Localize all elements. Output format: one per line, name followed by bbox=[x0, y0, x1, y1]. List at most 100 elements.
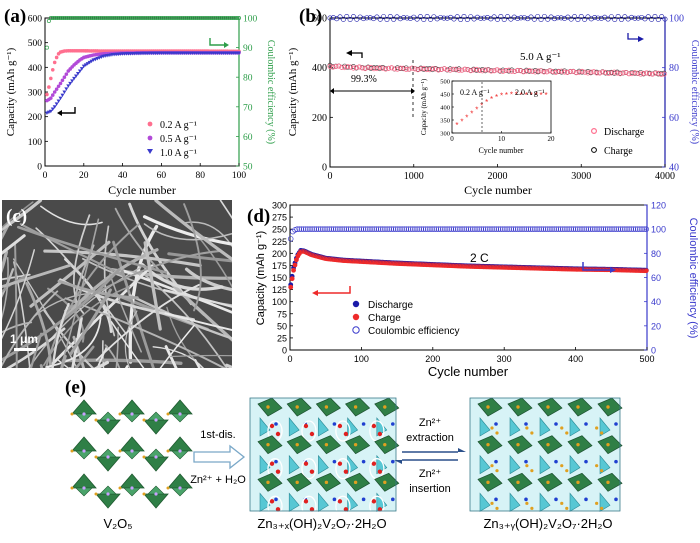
nanofiber bbox=[162, 289, 232, 308]
ce-point bbox=[602, 226, 609, 232]
ce-point bbox=[44, 45, 49, 50]
nanofiber bbox=[159, 324, 195, 368]
discharge-point bbox=[356, 64, 362, 70]
nanofiber bbox=[170, 354, 232, 358]
ce-point bbox=[609, 226, 615, 232]
ce-point bbox=[577, 226, 583, 232]
data-point bbox=[237, 51, 241, 56]
h2o-site bbox=[335, 458, 351, 480]
discharge-point bbox=[438, 66, 444, 72]
vo5-polyhedron bbox=[167, 399, 193, 415]
ce-point bbox=[435, 226, 442, 232]
nanofiber bbox=[69, 288, 112, 356]
ce-point bbox=[337, 226, 343, 232]
o-atom bbox=[142, 418, 146, 422]
inserted-zn bbox=[343, 507, 349, 512]
nanofiber bbox=[2, 290, 59, 367]
a-xtick: 100 bbox=[232, 171, 247, 181]
charge-point bbox=[395, 65, 400, 71]
d-xtick: 0 bbox=[287, 354, 292, 364]
data-point bbox=[68, 81, 73, 86]
nanofiber bbox=[2, 275, 27, 293]
crystal-mid bbox=[249, 397, 400, 517]
discharge-point bbox=[644, 70, 650, 76]
ce-point bbox=[155, 16, 160, 20]
data-point bbox=[54, 55, 59, 60]
discharge-point bbox=[623, 70, 629, 76]
o-atom bbox=[606, 480, 610, 485]
panel-b-legend: Discharge Charge bbox=[590, 127, 645, 157]
ce-point bbox=[101, 16, 106, 20]
ce-point bbox=[470, 226, 476, 232]
panel-d-rate: 2 C bbox=[470, 251, 489, 265]
b-y2tick: 60 bbox=[669, 113, 679, 124]
nanofiber bbox=[2, 263, 73, 289]
v2o7-polyhedron bbox=[286, 435, 312, 455]
d-ytick: 150 bbox=[272, 273, 287, 283]
nanofiber bbox=[71, 316, 83, 368]
ce-point bbox=[85, 16, 90, 20]
ce-point bbox=[643, 226, 650, 232]
ce-point bbox=[161, 16, 166, 20]
discharge-point bbox=[453, 66, 459, 72]
o-atom bbox=[118, 486, 122, 490]
ce-point bbox=[72, 16, 77, 20]
o-atom bbox=[70, 449, 74, 453]
ce-point bbox=[525, 226, 532, 232]
ce-point bbox=[204, 16, 208, 20]
ce-point bbox=[467, 226, 474, 232]
discharge-point bbox=[430, 66, 436, 72]
panel-d-legend: Discharge Charge Coulombic efficiency bbox=[352, 300, 460, 337]
ce-point bbox=[294, 226, 300, 232]
h2o-site bbox=[301, 458, 317, 480]
d-y2tick: 60 bbox=[651, 273, 661, 283]
ce-point bbox=[589, 226, 596, 232]
ce-point bbox=[371, 226, 378, 232]
d-xtick: 400 bbox=[568, 354, 583, 364]
ce-point bbox=[217, 16, 222, 20]
ce-point bbox=[538, 16, 544, 22]
ce-point bbox=[339, 226, 345, 232]
ce-point bbox=[132, 16, 137, 20]
arrow2-top1: Zn²⁺ bbox=[419, 417, 442, 429]
zno6-polyhedron bbox=[539, 454, 551, 475]
arrow2-bottom2: insertion bbox=[409, 483, 451, 495]
ce-point bbox=[530, 226, 536, 232]
h2o-oxygen bbox=[530, 469, 534, 473]
h2o-oxygen bbox=[530, 431, 534, 435]
ce-point bbox=[442, 226, 448, 232]
discharge-point bbox=[479, 68, 485, 74]
ce-point bbox=[444, 15, 450, 21]
d-y2tick: 80 bbox=[651, 249, 661, 259]
zno6-polyhedron bbox=[288, 454, 300, 475]
d-ytick: 125 bbox=[272, 285, 287, 295]
d-xtick: 500 bbox=[639, 354, 654, 364]
vo5-polyhedron bbox=[71, 399, 97, 415]
nanofiber bbox=[51, 302, 70, 368]
label-mid: Zn₃₊ₓ(OH)₂V₂O₇·2H₂O bbox=[257, 516, 386, 531]
ce-point bbox=[194, 16, 199, 20]
d-xtick: 200 bbox=[425, 354, 440, 364]
nanofiber bbox=[16, 225, 168, 274]
unit-cell bbox=[470, 398, 620, 511]
nanofiber bbox=[19, 223, 123, 276]
a-y2tick: 60 bbox=[243, 133, 253, 143]
ce-point bbox=[309, 226, 315, 232]
ce-point bbox=[89, 16, 94, 20]
ce-point bbox=[568, 16, 574, 22]
v2o7-polyhedron bbox=[257, 472, 283, 492]
nanofiber bbox=[2, 321, 33, 334]
ce-point bbox=[188, 16, 193, 20]
h2o-site bbox=[301, 495, 317, 517]
v2o7-polyhedron bbox=[286, 397, 312, 417]
nanofiber bbox=[45, 316, 102, 368]
v2o7-polyhedron bbox=[537, 435, 563, 455]
ce-point bbox=[579, 226, 585, 232]
ce-point bbox=[491, 226, 497, 232]
ce-point bbox=[167, 16, 172, 20]
ce-point bbox=[56, 16, 61, 20]
ce-point bbox=[347, 16, 353, 22]
discharge-point bbox=[394, 66, 400, 72]
discharge-point bbox=[515, 67, 521, 73]
nanofiber bbox=[13, 258, 78, 368]
